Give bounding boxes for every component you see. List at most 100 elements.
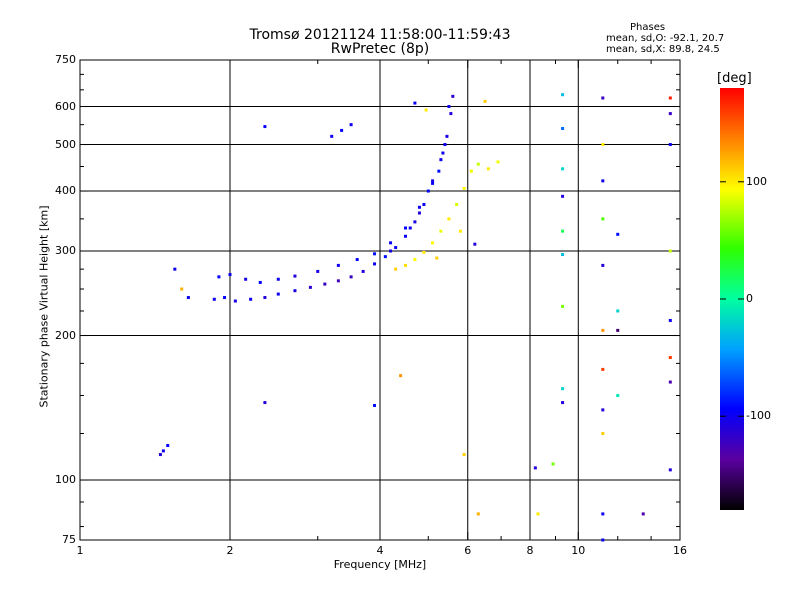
- phase-stats-x: mean, sd,X: 89.8, 24.5: [606, 44, 720, 55]
- echo-point: [323, 282, 327, 286]
- x-tick-label: 8: [526, 544, 534, 557]
- y-tick-label: 100: [55, 473, 76, 487]
- echo-point: [668, 355, 672, 359]
- echo-point: [462, 453, 466, 457]
- echo-point: [173, 267, 177, 271]
- echo-point: [212, 297, 216, 301]
- echo-point: [473, 242, 477, 246]
- echo-point: [417, 205, 421, 209]
- echo-point: [668, 318, 672, 322]
- echo-point: [616, 309, 620, 313]
- echo-point: [616, 394, 620, 398]
- echo-point: [561, 229, 565, 233]
- echo-point: [449, 112, 453, 116]
- echo-point: [561, 126, 565, 130]
- echo-point: [496, 160, 500, 164]
- echo-point: [641, 512, 645, 516]
- echo-point: [451, 94, 455, 98]
- echo-point: [435, 256, 439, 260]
- echo-point: [276, 292, 280, 296]
- echo-point: [476, 162, 480, 166]
- x-tick-label: 16: [673, 544, 687, 557]
- echo-point: [228, 273, 232, 277]
- echo-point: [249, 297, 253, 301]
- echo-point: [422, 250, 426, 254]
- phase-stats-o: mean, sd,O: -92.1, 20.7: [606, 33, 725, 44]
- echo-point: [336, 263, 340, 267]
- echo-point: [426, 189, 430, 193]
- echo-point: [293, 289, 297, 293]
- echo-point: [455, 202, 459, 206]
- echo-point: [536, 512, 540, 516]
- echo-point: [373, 262, 377, 266]
- echo-point: [561, 93, 565, 97]
- echo-point: [361, 269, 365, 273]
- echo-point: [476, 512, 480, 516]
- echo-point: [483, 99, 487, 103]
- y-tick-label: 500: [55, 137, 76, 151]
- echo-point: [413, 258, 417, 262]
- phase-stats-header: Phases: [630, 22, 666, 33]
- echo-point: [413, 220, 417, 224]
- colorbar-tick-label: 100: [746, 174, 767, 188]
- echo-point: [263, 125, 267, 129]
- echo-point: [601, 432, 605, 436]
- echo-point: [561, 253, 565, 257]
- echo-point: [413, 101, 417, 105]
- echo-point: [601, 96, 605, 100]
- echo-point: [431, 179, 435, 183]
- echo-point: [233, 299, 237, 303]
- echo-point: [349, 275, 353, 279]
- echo-point: [469, 169, 473, 173]
- echo-point: [431, 181, 435, 185]
- echo-point: [601, 217, 605, 221]
- echo-point: [437, 169, 441, 173]
- echo-point: [616, 328, 620, 332]
- echo-point: [263, 401, 267, 405]
- echo-point: [601, 143, 605, 147]
- colorbar-label: [deg]: [717, 71, 752, 86]
- echo-point: [424, 108, 428, 112]
- echo-point: [217, 275, 221, 279]
- colorbar-tick-label: 0: [746, 292, 753, 305]
- y-tick-label: 600: [55, 99, 76, 113]
- y-tick-label: 750: [55, 53, 76, 66]
- echo-point: [373, 403, 377, 407]
- echo-point: [403, 234, 407, 238]
- echo-point: [668, 249, 672, 253]
- x-axis-label: Frequency [MHz]: [333, 558, 427, 571]
- echo-point: [389, 249, 393, 253]
- echo-point: [486, 167, 490, 171]
- echo-point: [601, 367, 605, 371]
- echo-point: [439, 158, 443, 162]
- y-tick-label: 200: [55, 328, 76, 342]
- echo-point: [458, 229, 462, 233]
- echo-point: [355, 258, 359, 262]
- x-tick-label: 2: [226, 544, 234, 557]
- echo-point: [668, 468, 672, 472]
- x-tick-label: 1: [76, 544, 84, 557]
- echo-point: [158, 453, 162, 457]
- echo-point: [258, 280, 262, 284]
- echo-point: [561, 304, 565, 308]
- echo-point: [394, 267, 398, 271]
- echo-point: [161, 449, 165, 453]
- echo-point: [186, 296, 190, 300]
- echo-point: [349, 123, 353, 127]
- x-tick-label: 6: [464, 544, 472, 557]
- y-tick-label: 300: [55, 244, 76, 257]
- echo-point: [561, 401, 565, 405]
- chart-title-line1: Tromsø 20121124 11:58:00-11:59:43: [249, 27, 511, 43]
- echo-point: [417, 211, 421, 215]
- echo-point: [394, 246, 398, 250]
- echo-point: [223, 296, 227, 300]
- y-tick-label: 75: [62, 533, 76, 546]
- echo-point: [447, 105, 451, 109]
- echo-point: [399, 374, 403, 378]
- echo-point: [340, 128, 344, 132]
- echo-point: [561, 194, 565, 198]
- echo-point: [551, 462, 555, 466]
- echo-point: [445, 134, 449, 138]
- echo-point: [431, 241, 435, 245]
